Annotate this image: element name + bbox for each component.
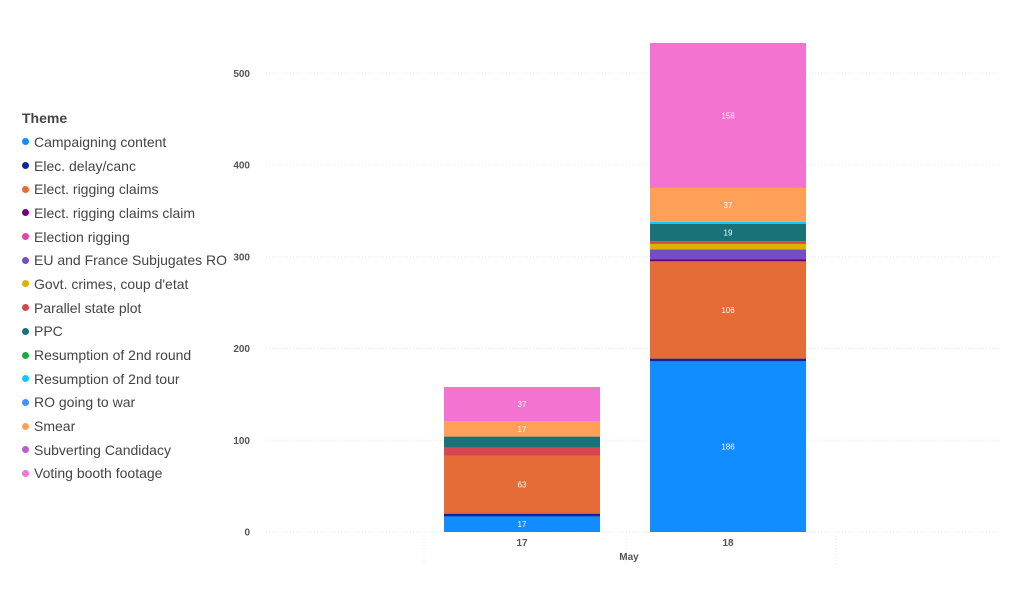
bar-segment[interactable] [650, 261, 806, 359]
bar-segment[interactable] [650, 243, 806, 250]
legend-marker [22, 280, 29, 288]
bar-segment[interactable] [650, 223, 806, 242]
legend: Theme Campaigning content Elec. delay/can… [22, 110, 242, 485]
x-tick-label: 18 [722, 538, 734, 549]
legend-item[interactable]: Campaigning content [22, 130, 242, 154]
legend-label: Elect. rigging claims claim [34, 204, 196, 221]
bar-segment[interactable] [650, 259, 806, 262]
legend-item[interactable]: Elect. rigging claims [22, 177, 242, 201]
x-axis-title: May [619, 552, 639, 563]
legend-item[interactable]: Smear [22, 414, 242, 438]
legend-label: Resumption of 2nd round [34, 347, 192, 364]
data-label: 37 [518, 400, 527, 409]
legend-marker [22, 422, 29, 430]
legend-label: PPC [34, 323, 63, 340]
legend-item[interactable]: Voting booth footage [22, 462, 242, 486]
legend-item[interactable]: Resumption of 2nd tour [22, 367, 242, 391]
legend-marker [22, 327, 29, 335]
legend-marker [22, 446, 29, 454]
data-label: 106 [721, 306, 735, 315]
legend-item[interactable]: Subverting Candidacy [22, 438, 242, 462]
legend-items: Campaigning content Elec. delay/canc Elect… [22, 130, 242, 485]
data-label: 37 [724, 201, 733, 210]
legend-item[interactable]: RO going to war [22, 391, 242, 415]
y-tick-label: 0 [244, 528, 250, 539]
bar-segment[interactable] [444, 436, 600, 448]
bar-segment[interactable] [444, 513, 600, 517]
legend-item[interactable]: Election rigging [22, 225, 242, 249]
legend-marker [22, 162, 29, 170]
bar-segment[interactable] [444, 420, 600, 437]
legend-item[interactable]: EU and France Subjugates RO [22, 248, 242, 272]
bar-segment[interactable] [650, 358, 806, 362]
bar-segment[interactable] [650, 221, 806, 224]
legend-label: RO going to war [34, 394, 136, 411]
bar-segment[interactable] [650, 187, 806, 222]
legend-label: Smear [34, 418, 76, 435]
tick-labels: 0 100 200 300 400 500 17 18 [233, 69, 734, 549]
legend-item[interactable]: Govt. crimes, coup d'etat [22, 272, 242, 296]
data-label: 186 [721, 443, 735, 452]
bar-segment[interactable] [444, 455, 600, 514]
legend-label: Govt. crimes, coup d'etat [34, 275, 189, 292]
y-tick-label: 300 [233, 252, 250, 263]
bar-segment[interactable] [444, 447, 600, 456]
legend-marker [22, 256, 29, 264]
legend-label: Parallel state plot [34, 299, 142, 316]
bar-segment[interactable] [650, 361, 806, 532]
legend-marker [22, 469, 29, 477]
legend-label: Elec. delay/canc [34, 157, 136, 174]
legend-label: Elect. rigging claims [34, 181, 159, 198]
legend-marker [22, 398, 29, 406]
y-tick-label: 200 [233, 344, 250, 355]
bars: 17 63 17 37 186 106 19 37 158 [444, 42, 806, 532]
data-label: 17 [518, 520, 527, 529]
y-tick-label: 100 [233, 436, 250, 447]
legend-marker [22, 375, 29, 383]
legend-label: Resumption of 2nd tour [34, 370, 180, 387]
bar-segment[interactable] [650, 241, 806, 244]
legend-item[interactable]: Resumption of 2nd round [22, 343, 242, 367]
data-label: 19 [724, 228, 733, 237]
legend-label: Voting booth footage [34, 465, 163, 482]
data-label: 158 [721, 111, 735, 120]
bar-segment[interactable] [650, 42, 806, 188]
bar-segment[interactable] [444, 516, 600, 532]
data-label: 63 [518, 481, 527, 490]
legend-item[interactable]: Elect. rigging claims claim [22, 201, 242, 225]
legend-marker [22, 233, 29, 241]
bar-segment[interactable] [444, 387, 600, 421]
legend-item[interactable]: PPC [22, 320, 242, 344]
legend-label: Campaigning content [34, 133, 167, 150]
y-tick-label: 400 [233, 161, 250, 172]
legend-label: Election rigging [34, 228, 130, 245]
legend-label: Subverting Candidacy [34, 441, 171, 458]
x-tick-label: 17 [516, 538, 528, 549]
y-tick-label: 500 [233, 69, 250, 80]
legend-item[interactable]: Parallel state plot [22, 296, 242, 320]
legend-marker [22, 138, 29, 146]
gridlines [266, 72, 1000, 566]
bar-segment[interactable] [650, 249, 806, 260]
legend-marker [22, 209, 29, 217]
legend-marker [22, 185, 29, 193]
legend-marker [22, 351, 29, 359]
legend-title: Theme [22, 110, 68, 126]
legend-marker [22, 304, 29, 312]
legend-label: EU and France Subjugates RO [34, 252, 227, 269]
legend-item[interactable]: Elec. delay/canc [22, 154, 242, 178]
data-label: 17 [518, 425, 527, 434]
